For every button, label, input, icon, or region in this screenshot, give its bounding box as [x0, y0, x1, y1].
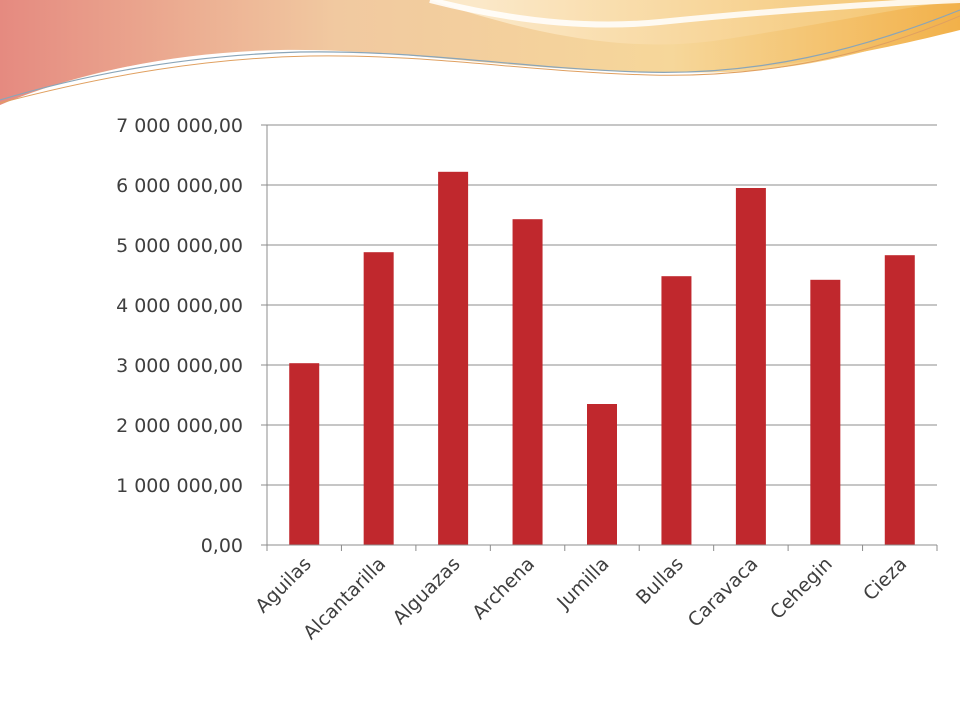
- bar-cehegin: [810, 279, 841, 545]
- bar-aguilas: [289, 363, 320, 545]
- x-category-label-archena: Archena: [468, 553, 539, 624]
- y-tick-label: 2 000 000,00: [116, 415, 243, 437]
- bar-jumilla: [587, 404, 617, 545]
- y-tick-label: 5 000 000,00: [116, 235, 243, 257]
- y-tick-label: 0,00: [201, 535, 243, 557]
- x-axis-ticks: [266, 545, 938, 551]
- y-tick-label: 7 000 000,00: [116, 115, 243, 137]
- axes: [266, 125, 937, 546]
- x-category-label-caravaca: Caravaca: [684, 553, 763, 632]
- bar-chart: 0,00 1 000 000,00 2 000 000,00 3 000 000,00…: [116, 115, 938, 644]
- x-category-label-alguazas: Alguazas: [389, 553, 465, 629]
- bar-archena: [512, 219, 543, 545]
- bar-alcantarilla: [363, 252, 394, 545]
- bar-bullas: [661, 276, 692, 545]
- bar-caravaca: [735, 188, 766, 545]
- x-category-label-cieza: Cieza: [859, 553, 911, 605]
- x-category-label-aguilas: Aguilas: [251, 553, 315, 617]
- bars: [289, 171, 915, 546]
- y-axis-tick-labels: 0,00 1 000 000,00 2 000 000,00 3 000 000,00…: [116, 115, 267, 557]
- bar-alguazas: [438, 171, 469, 546]
- y-tick-label: 4 000 000,00: [116, 295, 243, 317]
- bar-cieza: [884, 255, 915, 545]
- header-wave-highlight: [429, 0, 960, 28]
- y-tick-label: 3 000 000,00: [116, 355, 243, 377]
- x-category-label-bullas: Bullas: [632, 553, 688, 609]
- header-wave-front: [0, 0, 960, 105]
- y-tick-label: 1 000 000,00: [116, 475, 243, 497]
- y-tick-label: 6 000 000,00: [116, 175, 243, 197]
- x-category-label-cehegin: Cehegin: [766, 553, 837, 624]
- header-wave-line-1: [0, 9, 960, 101]
- header-wave-line-2: [0, 15, 960, 104]
- header-wave-decoration: [0, 0, 960, 105]
- x-category-label-jumilla: Jumilla: [552, 553, 613, 614]
